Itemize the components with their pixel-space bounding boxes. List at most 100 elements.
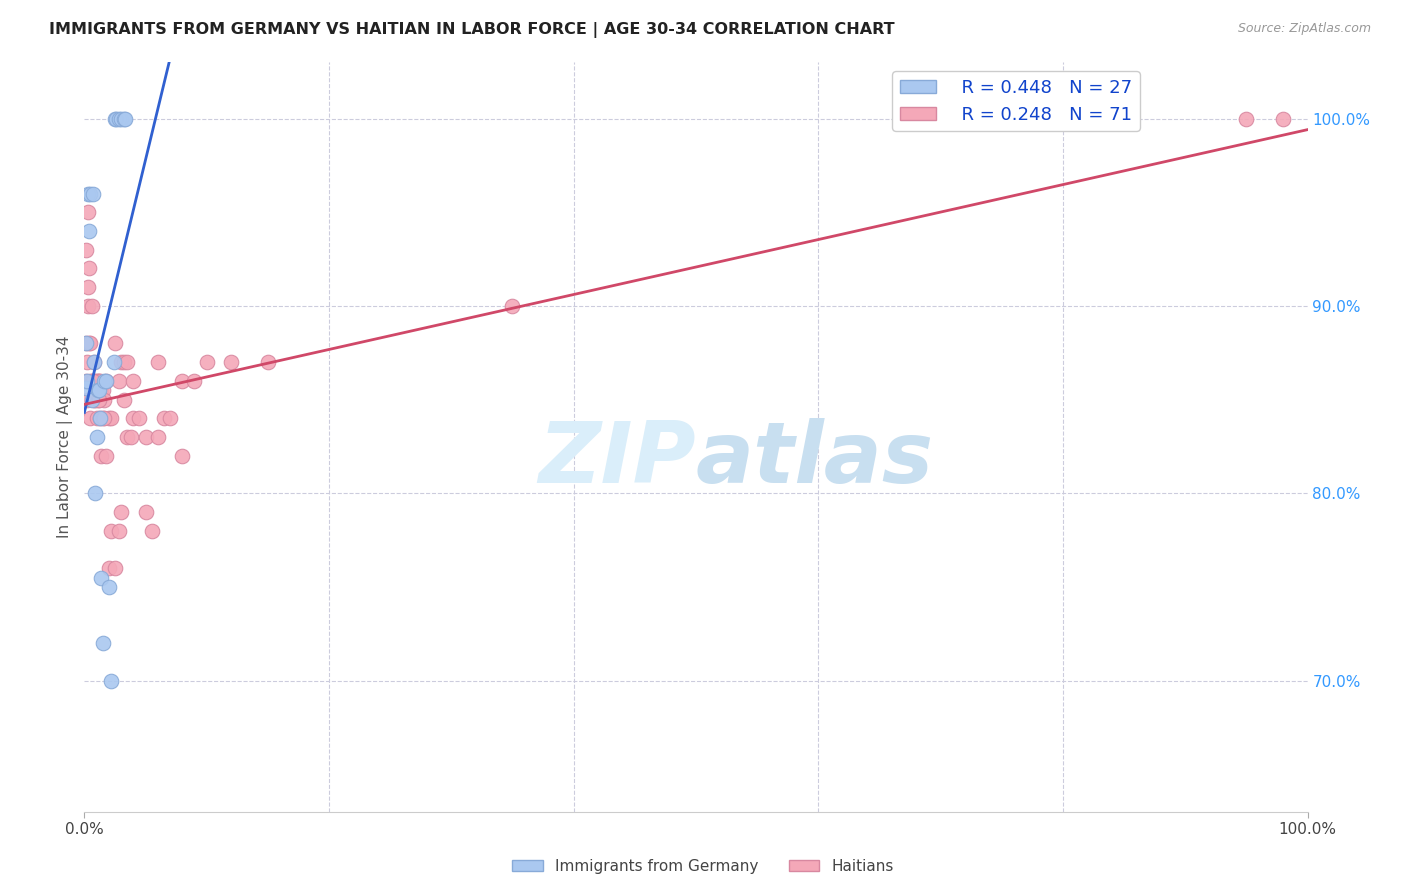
Point <box>110 355 132 369</box>
Point <box>96 449 118 463</box>
Point <box>77 299 100 313</box>
Point <box>79 186 101 201</box>
Point <box>112 392 135 407</box>
Point <box>115 355 138 369</box>
Legend:   R = 0.448   N = 27,   R = 0.248   N = 71: R = 0.448 N = 27, R = 0.248 N = 71 <box>893 71 1139 131</box>
Point <box>219 355 242 369</box>
Point <box>100 411 122 425</box>
Point <box>107 112 129 126</box>
Point <box>110 112 132 126</box>
Point <box>87 384 110 398</box>
Point <box>86 411 108 425</box>
Point <box>93 411 115 425</box>
Point <box>86 430 108 444</box>
Point <box>80 392 103 407</box>
Point <box>79 374 101 388</box>
Point <box>91 636 114 650</box>
Point <box>83 355 105 369</box>
Point <box>107 374 129 388</box>
Point <box>75 336 97 351</box>
Legend: Immigrants from Germany, Haitians: Immigrants from Germany, Haitians <box>506 853 900 880</box>
Point <box>83 392 105 407</box>
Point <box>93 392 115 407</box>
Point <box>89 411 111 425</box>
Point <box>502 299 524 313</box>
Point <box>104 561 127 575</box>
Point <box>80 374 103 388</box>
Point <box>77 336 100 351</box>
Point <box>257 355 280 369</box>
Point <box>195 355 218 369</box>
Point <box>75 381 97 395</box>
Point <box>122 374 145 388</box>
Y-axis label: In Labor Force | Age 30-34: In Labor Force | Age 30-34 <box>58 335 73 539</box>
Text: atlas: atlas <box>696 418 934 501</box>
Point <box>90 384 112 398</box>
Point <box>76 392 98 407</box>
Point <box>87 384 110 398</box>
Point <box>87 392 110 407</box>
Point <box>77 261 100 276</box>
Point <box>87 374 110 388</box>
Point <box>104 336 127 351</box>
Point <box>79 411 101 425</box>
Point <box>97 561 120 575</box>
Point <box>146 430 169 444</box>
Point <box>141 524 163 538</box>
Point <box>100 673 122 688</box>
Point <box>128 411 150 425</box>
Point <box>103 355 125 369</box>
Point <box>110 505 132 519</box>
Point <box>83 355 105 369</box>
Point <box>97 411 120 425</box>
Point <box>75 374 97 388</box>
Text: Source: ZipAtlas.com: Source: ZipAtlas.com <box>1237 22 1371 36</box>
Point <box>112 112 135 126</box>
Point <box>76 355 98 369</box>
Point <box>135 505 157 519</box>
Point <box>135 430 157 444</box>
Text: ZIP: ZIP <box>538 418 696 501</box>
Point <box>82 374 104 388</box>
Point <box>77 186 100 201</box>
Point <box>100 524 122 538</box>
Point <box>1236 112 1258 126</box>
Point <box>96 374 118 388</box>
Point <box>84 486 107 500</box>
Point <box>104 112 127 126</box>
Point <box>77 205 100 219</box>
Point <box>1272 112 1295 126</box>
Point <box>91 384 114 398</box>
Point <box>183 374 205 388</box>
Point <box>146 355 169 369</box>
Point <box>107 524 129 538</box>
Point <box>84 374 107 388</box>
Text: IMMIGRANTS FROM GERMANY VS HAITIAN IN LABOR FORCE | AGE 30-34 CORRELATION CHART: IMMIGRANTS FROM GERMANY VS HAITIAN IN LA… <box>49 22 894 38</box>
Point <box>112 355 135 369</box>
Point <box>86 374 108 388</box>
Point <box>97 580 120 594</box>
Point <box>75 243 97 257</box>
Point <box>75 336 97 351</box>
Point <box>153 411 176 425</box>
Point <box>159 411 181 425</box>
Point <box>172 374 194 388</box>
Point <box>87 374 110 388</box>
Point <box>115 430 138 444</box>
Point <box>93 374 115 388</box>
Point <box>90 449 112 463</box>
Point <box>76 374 98 388</box>
Point <box>84 392 107 407</box>
Point <box>82 374 104 388</box>
Point <box>89 374 111 388</box>
Point <box>91 411 114 425</box>
Point <box>82 186 104 201</box>
Point <box>105 112 128 126</box>
Point <box>114 112 136 126</box>
Point <box>96 374 118 388</box>
Point <box>77 224 100 238</box>
Point <box>79 336 101 351</box>
Point <box>90 571 112 585</box>
Point <box>87 392 110 407</box>
Point <box>89 411 111 425</box>
